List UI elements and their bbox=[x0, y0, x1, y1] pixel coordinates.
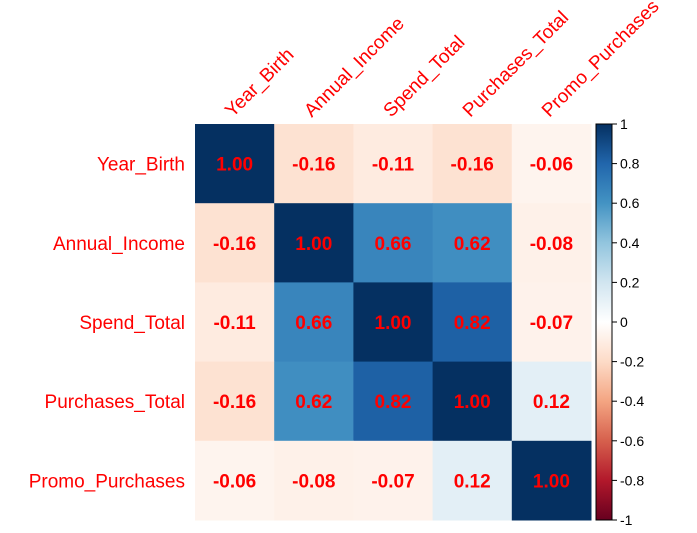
cell-value-label: 1.00 bbox=[295, 234, 332, 255]
heatmap-cell bbox=[432, 124, 513, 204]
column-label: Spend_Total bbox=[380, 32, 470, 122]
cell-value-label: 0.66 bbox=[375, 234, 412, 255]
heatmap-cell bbox=[353, 440, 434, 521]
cell-value-label: 0.62 bbox=[454, 234, 491, 255]
color-legend: 1 0.8 0.6 0.4 0.2 0 -0.2 -0.4 -0.6 -0.8 -1 bbox=[595, 116, 644, 528]
colorbar-tick-label: -1 bbox=[620, 512, 633, 528]
cell-value-label: 1.00 bbox=[216, 155, 253, 176]
cell-value-label: -0.16 bbox=[213, 392, 256, 413]
heatmap-cells bbox=[195, 124, 592, 521]
cell-value-label: -0.08 bbox=[530, 234, 573, 255]
heatmap-cell bbox=[274, 124, 354, 204]
colorbar-tick-label: -0.4 bbox=[620, 393, 644, 409]
row-label: Spend_Total bbox=[79, 313, 185, 334]
cell-value-label: -0.07 bbox=[530, 313, 573, 334]
row-labels: Year_Birth Annual_Income Spend_Total Purcha… bbox=[29, 155, 185, 493]
heatmap-cell bbox=[432, 282, 513, 363]
heatmap-cell bbox=[274, 440, 354, 521]
cell-value-label: 0.66 bbox=[295, 313, 332, 334]
heatmap-cell bbox=[195, 361, 275, 442]
column-label: Year_Birth bbox=[221, 44, 298, 121]
colorbar-tick-label: 1 bbox=[620, 116, 628, 132]
cell-value-label: -0.11 bbox=[372, 155, 415, 176]
cell-value-label: 1.00 bbox=[454, 392, 491, 413]
heatmap-cell bbox=[353, 124, 434, 204]
heatmap-cell bbox=[195, 124, 275, 204]
heatmap-cell bbox=[511, 361, 592, 442]
cell-value-labels: 1.00 -0.16 -0.11 -0.16 -0.06 -0.16 1.00 0.66 0.6… bbox=[213, 155, 573, 493]
heatmap-cell bbox=[353, 203, 434, 283]
colorbar-tick-label: 0.6 bbox=[620, 195, 640, 211]
cell-value-label: 1.00 bbox=[533, 471, 570, 492]
heatmap-cell bbox=[511, 203, 592, 283]
cell-value-label: -0.16 bbox=[213, 234, 256, 255]
colorbar-tick-label: -0.2 bbox=[620, 354, 644, 370]
cell-value-label: 0.82 bbox=[375, 392, 412, 413]
cell-value-label: -0.07 bbox=[371, 471, 414, 492]
cell-value-label: -0.11 bbox=[213, 313, 256, 334]
heatmap-cell bbox=[511, 124, 592, 204]
colorbar-tick-label: 0.2 bbox=[620, 274, 640, 290]
cell-value-label: -0.16 bbox=[451, 155, 494, 176]
colorbar-gradient bbox=[596, 124, 612, 520]
heatmap-cell bbox=[432, 203, 513, 283]
heatmap-cell bbox=[353, 282, 434, 363]
colorbar-tick-label: 0.8 bbox=[620, 156, 640, 172]
cell-value-label: 0.62 bbox=[295, 392, 332, 413]
cell-value-label: 0.82 bbox=[454, 313, 491, 334]
row-label: Annual_Income bbox=[53, 234, 185, 255]
heatmap-cell bbox=[432, 440, 513, 521]
heatmap-cell bbox=[195, 440, 275, 521]
heatmap-cell bbox=[511, 282, 592, 363]
colorbar-tick-label: 0 bbox=[620, 314, 628, 330]
colorbar-tick-label: 0.4 bbox=[620, 235, 640, 251]
heatmap-cell bbox=[274, 282, 354, 363]
cell-value-label: -0.08 bbox=[292, 471, 335, 492]
row-label: Year_Birth bbox=[97, 155, 185, 176]
cell-value-label: -0.06 bbox=[213, 471, 256, 492]
row-label: Promo_Purchases bbox=[29, 471, 185, 492]
heatmap-cell bbox=[432, 361, 513, 442]
heatmap-cell bbox=[195, 282, 275, 363]
cell-value-label: -0.06 bbox=[530, 155, 573, 176]
column-labels: Year_Birth Annual_IncomeSpend_TotalPurcha… bbox=[221, 0, 663, 122]
cell-value-label: 0.12 bbox=[533, 392, 570, 413]
heatmap-cell bbox=[511, 440, 592, 521]
cell-value-label: 0.12 bbox=[454, 471, 491, 492]
cell-value-label: -0.16 bbox=[292, 155, 335, 176]
heatmap-cell bbox=[195, 203, 275, 283]
heatmap-cell bbox=[274, 361, 354, 442]
cell-value-label: 1.00 bbox=[375, 313, 412, 334]
row-label: Purchases_Total bbox=[45, 392, 185, 413]
heatmap-cell bbox=[353, 361, 434, 442]
colorbar-tick-label: -0.6 bbox=[620, 433, 644, 449]
colorbar-tick-label: -0.8 bbox=[620, 472, 644, 488]
heatmap-cell bbox=[274, 203, 354, 283]
